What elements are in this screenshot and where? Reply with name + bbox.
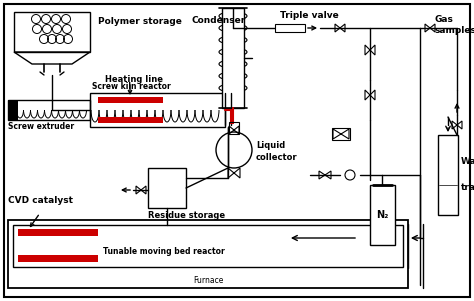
Text: Heating line: Heating line (105, 75, 163, 84)
Text: Furnace: Furnace (193, 276, 223, 285)
Text: N₂: N₂ (376, 210, 388, 220)
Text: Gas: Gas (435, 15, 454, 24)
Text: Polymer storage: Polymer storage (98, 17, 182, 26)
Bar (13, 225, 403, 267)
Bar (8, 100, 90, 120)
Text: Screw kiln reactor: Screw kiln reactor (92, 82, 171, 91)
Text: Screw extruder: Screw extruder (8, 122, 74, 131)
Bar (222, 8, 244, 108)
Text: Triple valve: Triple valve (280, 11, 339, 20)
Text: Residue storage: Residue storage (148, 211, 225, 220)
Bar (98, 117, 163, 123)
Bar (370, 185, 395, 245)
Bar (18, 229, 98, 236)
Text: CVD catalyst: CVD catalyst (8, 196, 73, 205)
Bar (148, 168, 186, 208)
Bar (8, 220, 408, 288)
Text: Water: Water (461, 157, 474, 166)
Bar (275, 24, 305, 32)
Bar (98, 97, 163, 103)
Text: collector: collector (256, 153, 298, 162)
Bar (229, 122, 239, 134)
Bar (332, 128, 350, 140)
Bar (8, 100, 18, 120)
Bar (438, 135, 458, 215)
Text: Tunable moving bed reactor: Tunable moving bed reactor (103, 247, 225, 256)
Text: Condenser: Condenser (192, 16, 246, 25)
Text: trap: trap (461, 184, 474, 193)
Text: Liquid: Liquid (256, 141, 285, 150)
Text: samples: samples (435, 26, 474, 35)
Bar (18, 255, 98, 262)
Bar (90, 93, 225, 127)
Bar (439, 185, 457, 214)
